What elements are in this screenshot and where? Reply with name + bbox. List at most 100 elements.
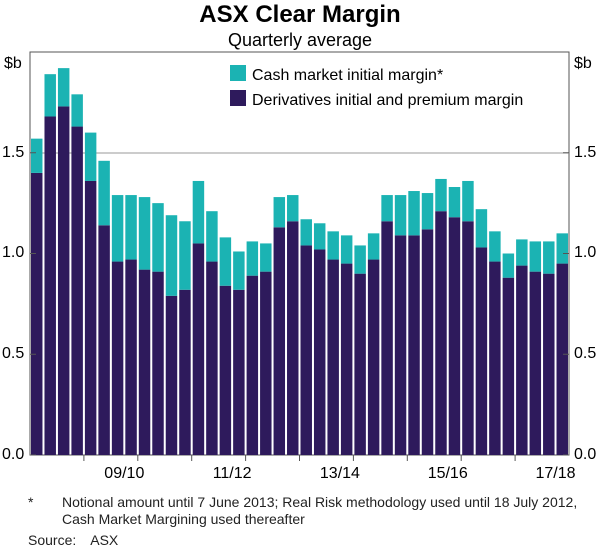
bar-cash-22 xyxy=(327,231,339,260)
bar-cash-37 xyxy=(529,241,542,272)
bar-derivatives-21 xyxy=(313,249,326,455)
bar-derivatives-25 xyxy=(367,259,380,455)
y-axis-unit-right: $b xyxy=(574,55,592,72)
bar-cash-11 xyxy=(179,221,191,290)
bar-cash-18 xyxy=(273,197,286,228)
x-tick-label-3: 15/16 xyxy=(428,465,468,482)
bar-derivatives-6 xyxy=(111,261,124,455)
bar-cash-28 xyxy=(408,191,420,236)
y-tick-left-1: 0.5 xyxy=(2,345,24,362)
chart-svg: ASX Clear Margin Quarterly average $b $b… xyxy=(2,1,596,482)
bar-cash-15 xyxy=(233,251,245,290)
bar-derivatives-26 xyxy=(381,221,393,455)
bar-cash-14 xyxy=(219,237,232,286)
bar-derivatives-3 xyxy=(71,126,83,455)
bar-derivatives-5 xyxy=(98,225,110,455)
y-ticks-right: 0.0 0.5 1.0 1.5 xyxy=(574,144,596,463)
bar-derivatives-7 xyxy=(125,259,137,455)
legend-label-cash: Cash market initial margin* xyxy=(252,67,443,84)
bar-derivatives-14 xyxy=(219,285,232,455)
legend-swatch-cash xyxy=(230,65,246,81)
bar-cash-26 xyxy=(381,195,393,222)
bar-cash-34 xyxy=(489,231,501,262)
bar-derivatives-16 xyxy=(246,275,259,455)
bar-cash-21 xyxy=(313,223,326,250)
bar-cash-29 xyxy=(421,193,434,230)
bar-derivatives-0 xyxy=(31,172,43,455)
bar-cash-2 xyxy=(57,68,70,107)
bar-derivatives-35 xyxy=(502,277,515,455)
bar-cash-36 xyxy=(516,239,528,266)
bar-cash-23 xyxy=(340,235,353,264)
bar-cash-7 xyxy=(125,195,137,260)
bar-derivatives-32 xyxy=(462,221,474,455)
bar-derivatives-30 xyxy=(435,211,447,455)
bar-derivatives-39 xyxy=(556,263,568,455)
bar-derivatives-37 xyxy=(529,271,542,455)
legend: Cash market initial margin* Derivatives … xyxy=(230,65,523,109)
bar-cash-20 xyxy=(300,219,312,246)
bar-derivatives-27 xyxy=(394,235,407,455)
bar-cash-3 xyxy=(71,94,83,127)
y-tick-right-1: 0.5 xyxy=(574,345,596,362)
x-tick-label-1: 11/12 xyxy=(213,465,252,482)
bar-derivatives-13 xyxy=(206,261,218,455)
bar-cash-33 xyxy=(475,209,488,248)
legend-swatch-derivatives xyxy=(230,90,246,106)
bar-cash-24 xyxy=(354,245,366,274)
bar-derivatives-33 xyxy=(475,247,488,455)
bar-cash-39 xyxy=(556,233,568,264)
bar-derivatives-20 xyxy=(300,245,312,455)
footnote-text: Notional amount until 7 June 2013; Real … xyxy=(62,494,578,527)
bar-cash-25 xyxy=(367,233,380,260)
bar-derivatives-1 xyxy=(44,116,56,455)
y-axis-unit-left: $b xyxy=(4,55,22,72)
source-line: Source: ASX xyxy=(28,532,132,548)
bar-derivatives-31 xyxy=(448,217,461,455)
bar-cash-5 xyxy=(98,160,110,226)
bar-cash-6 xyxy=(111,195,124,262)
bar-derivatives-17 xyxy=(260,271,272,455)
y-tick-left-3: 1.5 xyxy=(2,144,24,161)
bar-derivatives-29 xyxy=(421,229,434,455)
bar-cash-35 xyxy=(502,253,515,278)
bar-derivatives-18 xyxy=(273,227,286,455)
y-tick-right-2: 1.0 xyxy=(574,244,596,261)
bar-derivatives-34 xyxy=(489,261,501,455)
y-ticks-left: 0.0 0.5 1.0 1.5 xyxy=(2,144,24,463)
bar-derivatives-19 xyxy=(287,221,299,455)
bar-cash-27 xyxy=(394,195,407,236)
bar-cash-4 xyxy=(84,132,97,181)
x-tick-label-0: 09/10 xyxy=(104,465,144,482)
chart-subtitle: Quarterly average xyxy=(228,30,372,50)
bar-cash-13 xyxy=(206,211,218,262)
bar-cash-19 xyxy=(287,195,299,222)
y-tick-left-2: 1.0 xyxy=(2,244,24,261)
bar-cash-30 xyxy=(435,178,447,212)
bar-cash-16 xyxy=(246,241,259,276)
bar-derivatives-36 xyxy=(516,265,528,455)
bar-derivatives-12 xyxy=(192,243,205,455)
bar-cash-0 xyxy=(31,138,43,173)
bar-cash-10 xyxy=(165,215,178,296)
y-tick-left-0: 0.0 xyxy=(2,446,24,463)
y-tick-right-0: 0.0 xyxy=(574,446,596,463)
bar-derivatives-11 xyxy=(179,289,191,455)
source-label: Source: xyxy=(28,532,77,548)
bar-derivatives-2 xyxy=(57,106,70,455)
bar-derivatives-9 xyxy=(152,271,164,455)
source-value: ASX xyxy=(90,532,119,548)
bar-derivatives-28 xyxy=(408,235,420,455)
bar-cash-32 xyxy=(462,180,474,222)
bar-cash-1 xyxy=(44,74,56,117)
bar-cash-8 xyxy=(138,197,151,270)
x-tick-label-2: 13/14 xyxy=(320,465,360,482)
bar-derivatives-15 xyxy=(233,289,245,455)
bar-derivatives-4 xyxy=(84,180,97,455)
chart-title: ASX Clear Margin xyxy=(199,1,400,28)
bar-cash-17 xyxy=(260,243,272,272)
x-tick-label-4: 17/18 xyxy=(535,465,575,482)
plot-frame xyxy=(29,51,570,456)
bar-derivatives-22 xyxy=(327,259,339,455)
bar-cash-9 xyxy=(152,203,164,272)
